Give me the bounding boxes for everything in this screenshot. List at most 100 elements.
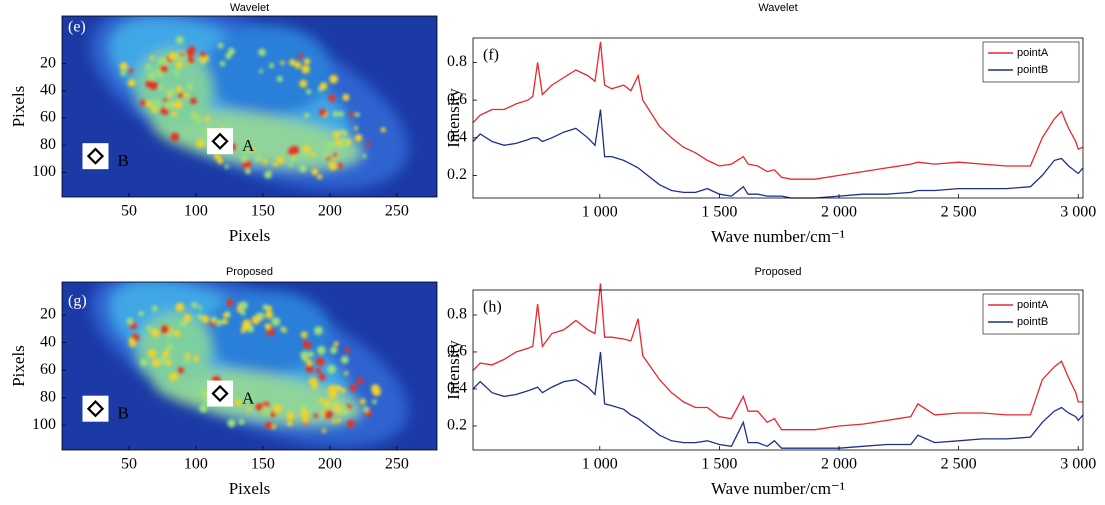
spot bbox=[340, 387, 346, 394]
spot bbox=[337, 418, 342, 423]
spot bbox=[321, 411, 326, 416]
spot bbox=[306, 359, 313, 366]
x-tick-label: 1 500 bbox=[701, 204, 737, 221]
spot bbox=[140, 358, 148, 367]
spot bbox=[354, 134, 363, 142]
spot bbox=[126, 317, 134, 325]
spot bbox=[262, 406, 269, 413]
spot bbox=[158, 355, 168, 365]
spot bbox=[201, 315, 209, 324]
spot bbox=[175, 85, 183, 93]
image-spots bbox=[119, 36, 386, 180]
x-axis-label: Wave number/cm⁻¹ bbox=[711, 227, 845, 246]
spot bbox=[240, 309, 246, 316]
spot bbox=[346, 419, 355, 428]
x-tick-label: 1 000 bbox=[582, 456, 618, 473]
spot bbox=[307, 351, 314, 358]
spot bbox=[338, 111, 344, 117]
spot bbox=[366, 141, 371, 147]
x-tick-label: 2 000 bbox=[821, 204, 857, 221]
x-tick-label: 2 000 bbox=[821, 456, 857, 473]
spot bbox=[359, 398, 366, 405]
spot bbox=[306, 89, 312, 95]
y-tick-label: 0.2 bbox=[447, 417, 467, 434]
spot bbox=[282, 328, 287, 333]
x-tick-label: 150 bbox=[251, 203, 275, 220]
x-tick-label: 100 bbox=[184, 203, 208, 220]
series-line bbox=[472, 351, 1084, 449]
spot bbox=[199, 404, 208, 413]
image bbox=[62, 16, 437, 197]
y-tick-label: 0.4 bbox=[447, 380, 467, 397]
spot bbox=[138, 310, 144, 317]
spot bbox=[185, 352, 191, 358]
spot bbox=[280, 60, 285, 65]
spot bbox=[204, 115, 211, 122]
panel-label: (h) bbox=[483, 299, 502, 316]
spot bbox=[238, 418, 245, 425]
spot bbox=[313, 326, 323, 336]
spot bbox=[177, 367, 185, 374]
spot bbox=[198, 56, 203, 62]
legend-label: pointA bbox=[1017, 299, 1049, 311]
spot bbox=[353, 126, 358, 131]
spot bbox=[332, 130, 341, 139]
spot bbox=[340, 355, 349, 364]
spot bbox=[167, 92, 173, 98]
marker-diamond bbox=[86, 147, 105, 165]
spot bbox=[187, 57, 195, 64]
spot bbox=[198, 305, 203, 311]
spot bbox=[164, 101, 173, 110]
spot bbox=[149, 55, 155, 61]
spot bbox=[184, 314, 192, 322]
plot-frame bbox=[61, 281, 438, 451]
spot bbox=[193, 355, 200, 362]
spot bbox=[317, 174, 323, 180]
series-line bbox=[472, 283, 1083, 431]
spot bbox=[339, 138, 349, 147]
spot bbox=[159, 64, 168, 73]
y-tick-label: 80 bbox=[40, 388, 56, 405]
spot bbox=[191, 301, 198, 309]
spot bbox=[340, 406, 349, 415]
spot bbox=[286, 420, 293, 427]
chart-title: Proposed bbox=[226, 266, 273, 278]
plot-frame bbox=[472, 37, 1084, 199]
spot bbox=[183, 92, 189, 99]
spot bbox=[173, 70, 180, 76]
y-axis-label: Intensity bbox=[444, 340, 463, 400]
x-tick-label: 200 bbox=[318, 203, 342, 220]
spot bbox=[139, 99, 147, 107]
spot bbox=[289, 59, 296, 66]
spot bbox=[323, 151, 330, 158]
spot bbox=[259, 69, 264, 74]
spot bbox=[328, 161, 338, 171]
spot bbox=[349, 384, 358, 392]
x-tick-label: 3 000 bbox=[1060, 456, 1096, 473]
y-tick-label: 40 bbox=[40, 82, 56, 99]
spot bbox=[219, 60, 226, 67]
spot bbox=[356, 377, 364, 385]
spot bbox=[355, 112, 360, 118]
x-tick-label: 150 bbox=[251, 456, 275, 473]
legend-box bbox=[982, 293, 1080, 335]
spot bbox=[173, 100, 183, 109]
spot bbox=[319, 108, 327, 116]
spot bbox=[200, 389, 209, 398]
spot bbox=[183, 355, 191, 364]
y-tick-label: 0.4 bbox=[447, 128, 467, 145]
x-tick-label: 2 500 bbox=[941, 204, 977, 221]
y-tick-label: 20 bbox=[40, 54, 56, 71]
spot bbox=[344, 347, 351, 353]
panel-label: (f) bbox=[483, 47, 499, 64]
spot bbox=[246, 407, 252, 412]
spot bbox=[339, 129, 345, 135]
spot bbox=[311, 168, 319, 176]
spot bbox=[294, 61, 302, 69]
spot bbox=[169, 372, 178, 382]
chart-title: Proposed bbox=[754, 266, 801, 278]
spot bbox=[297, 54, 303, 60]
spot bbox=[234, 399, 242, 406]
marker-diamond bbox=[86, 400, 105, 418]
